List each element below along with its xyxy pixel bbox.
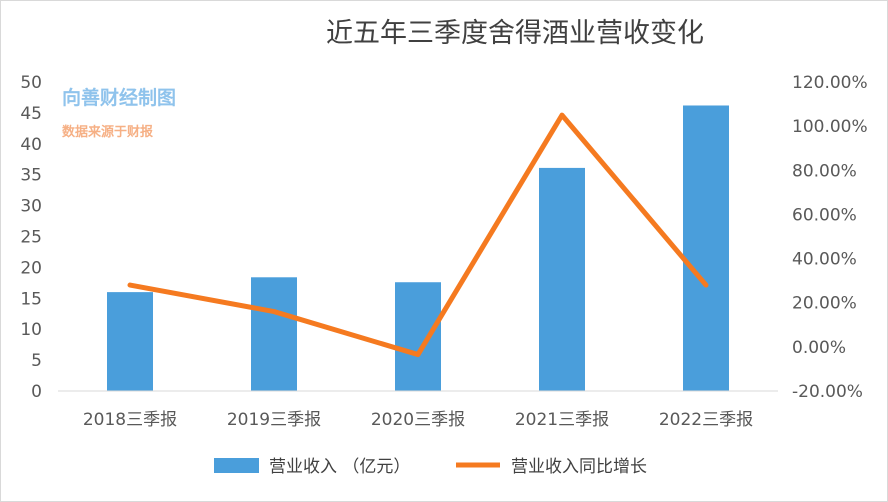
- y-left-tick-label: 5: [31, 351, 42, 371]
- y-left-tick-label: 30: [20, 197, 42, 217]
- y-left-tick-label: 40: [20, 135, 42, 155]
- y-right-tick-label: 100.00%: [792, 117, 868, 137]
- y-axis-right: -20.00% 0.00% 20.00% 40.00% 60.00% 80.00% 100.…: [792, 73, 868, 402]
- y-right-tick-label: -20.00%: [792, 382, 863, 402]
- bar: [107, 292, 153, 391]
- legend-bar-label: 营业收入 （亿元）: [269, 457, 410, 477]
- y-right-tick-label: 0.00%: [792, 338, 846, 358]
- y-left-tick-label: 35: [20, 166, 42, 186]
- legend-line-label: 营业收入同比增长: [511, 457, 647, 477]
- bar: [683, 105, 729, 391]
- legend: 营业收入 （亿元） 营业收入同比增长: [214, 457, 647, 477]
- bar: [251, 277, 297, 391]
- line-series: [127, 112, 709, 358]
- bar: [539, 167, 585, 391]
- x-tick-label: 2020三季报: [371, 410, 465, 430]
- y-right-tick-label: 60.00%: [792, 205, 857, 225]
- x-axis: 2018三季报 2019三季报 2020三季报 2021三季报 2022三季报: [83, 410, 753, 430]
- chart-title: 近五年三季度舍得酒业营收变化: [326, 18, 704, 49]
- y-left-tick-label: 20: [20, 258, 42, 278]
- x-tick-label: 2022三季报: [659, 410, 753, 430]
- y-left-tick-label: 45: [20, 104, 42, 124]
- y-right-tick-label: 80.00%: [792, 161, 857, 181]
- y-axis-left: 0 5 10 15 20 25 30 35 40 45 50: [20, 73, 42, 402]
- watermark-source: 数据来源于财报: [62, 124, 154, 140]
- watermark-title: 向善财经制图: [62, 86, 176, 109]
- y-left-tick-label: 15: [20, 289, 42, 309]
- y-right-tick-label: 20.00%: [792, 294, 857, 314]
- bar: [395, 282, 441, 391]
- x-tick-label: 2018三季报: [83, 410, 177, 430]
- y-left-tick-label: 10: [20, 320, 42, 340]
- y-left-tick-label: 50: [20, 73, 42, 93]
- legend-bar-swatch: [214, 458, 259, 473]
- x-tick-label: 2019三季报: [227, 410, 321, 430]
- y-right-tick-label: 40.00%: [792, 250, 857, 270]
- y-left-tick-label: 0: [31, 382, 42, 402]
- x-tick-label: 2021三季报: [515, 410, 609, 430]
- y-left-tick-label: 25: [20, 228, 42, 248]
- bar-series: [107, 105, 729, 391]
- y-right-tick-label: 120.00%: [792, 73, 868, 93]
